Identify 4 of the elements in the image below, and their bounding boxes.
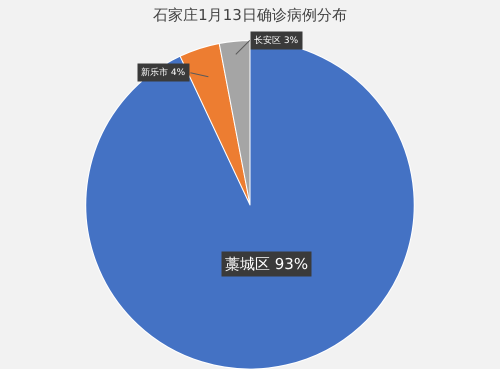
- slice-label: 新乐市 4%: [141, 67, 186, 78]
- chart-title: 石家庄1月13日确诊病例分布: [153, 6, 347, 24]
- slice-label: 藁城区 93%: [225, 255, 308, 273]
- slice-label: 长安区 3%: [254, 35, 299, 46]
